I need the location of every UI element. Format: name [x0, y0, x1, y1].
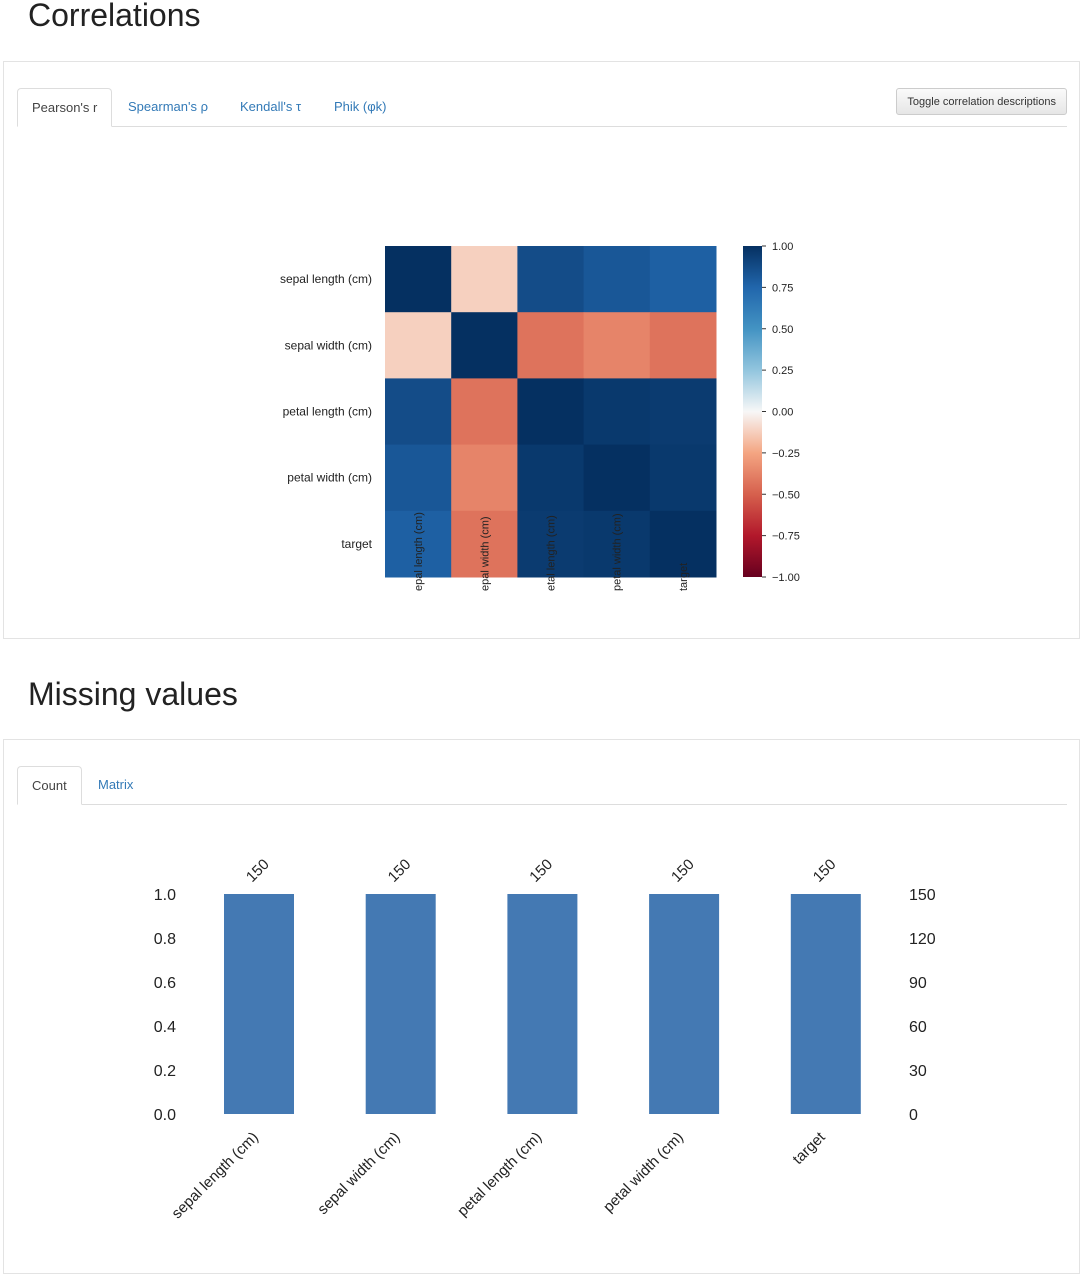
correlations-tab-bar: Pearson's r Spearman's ρ Kendall's τ Phi…	[17, 88, 1067, 127]
heatmap-cell	[517, 378, 585, 446]
missing-count-bar-chart: 0.0 0.2 0.4 0.6 0.8 1.0 0 30 60 90 120 150 150 150 1…	[154, 856, 936, 1222]
heatmap-cell	[385, 246, 452, 313]
bar-left-tick-label: 0.0	[154, 1107, 176, 1124]
heatmap-cell	[385, 444, 452, 512]
bar-data-label: 150	[810, 856, 840, 886]
colorbar-tick-label: 0.75	[772, 282, 793, 294]
colorbar-tick-label: −1.00	[772, 572, 800, 584]
heatmap-row-label: target	[341, 537, 372, 551]
heatmap-cell	[649, 444, 717, 512]
bar-category-label: sepal length (cm)	[168, 1129, 261, 1222]
heatmap-col-label: target	[678, 563, 690, 591]
correlations-panel: Pearson's r Spearman's ρ Kendall's τ Phi…	[3, 61, 1080, 639]
heatmap-row-label: sepal width (cm)	[285, 338, 372, 352]
count-bar	[790, 894, 861, 1114]
bar-right-tick-label: 90	[909, 975, 927, 992]
tab-matrix[interactable]: Matrix	[98, 777, 134, 792]
heatmap-cell	[583, 510, 651, 578]
toggle-correlation-descriptions-button[interactable]: Toggle correlation descriptions	[896, 88, 1067, 115]
heatmap-cell	[385, 510, 452, 578]
bar-data-label: 150	[668, 856, 698, 886]
heatmap-cell	[517, 312, 585, 379]
colorbar-tick-label: 0.00	[772, 407, 793, 419]
bar-right-tick-label: 30	[909, 1063, 927, 1080]
heatmap-cell	[451, 510, 518, 578]
bar-category-label: petal length (cm)	[454, 1129, 545, 1220]
heatmap-cell	[451, 312, 518, 379]
heatmap-cell	[583, 378, 651, 446]
colorbar-tick-label: −0.50	[772, 489, 800, 501]
heatmap-cell	[517, 510, 585, 578]
missing-values-panel: Count Matrix 0.0 0.2 0.4 0.6 0.8 1.0 0 30 60 90 1…	[3, 739, 1080, 1274]
heatmap-cell	[451, 444, 518, 512]
bar-category-label: sepal width (cm)	[314, 1129, 403, 1218]
bar-data-label: 150	[385, 856, 415, 886]
bar-right-tick-label: 150	[909, 887, 936, 904]
heatmap-row-label: petal length (cm)	[283, 405, 372, 419]
bar-category-label: target	[789, 1128, 829, 1168]
heatmap-row-label: sepal length (cm)	[280, 272, 372, 286]
bar-data-label: 150	[243, 856, 273, 886]
heatmap-cell	[583, 246, 651, 313]
heatmap-col-label: epal width (cm)	[479, 516, 491, 591]
bar-left-tick-label: 0.2	[154, 1063, 176, 1080]
colorbar-tick-label: 1.00	[772, 241, 793, 253]
bar-right-tick-label: 120	[909, 931, 936, 948]
count-bar	[649, 894, 720, 1114]
bar-left-tick-label: 1.0	[154, 887, 176, 904]
count-bar	[224, 894, 294, 1114]
colorbar-tick-label: 0.25	[772, 365, 793, 377]
heatmap-col-label: etal length (cm)	[546, 515, 558, 591]
correlation-heatmap: sepal length (cm) sepal width (cm) petal l…	[280, 241, 800, 591]
heatmap-cell	[649, 246, 717, 313]
bar-right-tick-label: 60	[909, 1019, 927, 1036]
tab-pearson[interactable]: Pearson's r	[17, 88, 113, 127]
colorbar-tick-label: 0.50	[772, 324, 793, 336]
missing-values-title: Missing values	[28, 676, 238, 712]
heatmap-cell	[583, 444, 651, 512]
heatmap-cell	[517, 444, 585, 512]
colorbar	[743, 246, 762, 577]
heatmap-cell	[385, 378, 452, 446]
bar-left-tick-label: 0.8	[154, 931, 176, 948]
bar-left-tick-label: 0.6	[154, 975, 176, 992]
tab-phik[interactable]: Phik (φk)	[334, 99, 387, 114]
heatmap-cell	[517, 246, 585, 313]
heatmap-col-label: petal width (cm)	[612, 513, 624, 591]
heatmap-cell	[649, 378, 717, 446]
bar-data-label: 150	[526, 856, 556, 886]
colorbar-tick-label: −0.25	[772, 448, 800, 460]
count-bar	[365, 894, 436, 1114]
heatmap-row-label: petal width (cm)	[287, 471, 372, 485]
heatmap-col-label: epal length (cm)	[413, 512, 425, 591]
tab-count[interactable]: Count	[17, 766, 82, 805]
heatmap-cell	[385, 312, 452, 379]
bar-category-label: petal width (cm)	[600, 1129, 687, 1216]
heatmap-cell	[649, 312, 717, 379]
tab-kendall[interactable]: Kendall's τ	[240, 99, 302, 114]
count-bar	[507, 894, 578, 1114]
heatmap-cell	[451, 378, 518, 446]
tab-spearman[interactable]: Spearman's ρ	[128, 99, 208, 114]
heatmap-cell	[649, 510, 717, 578]
bar-left-tick-label: 0.4	[154, 1019, 176, 1036]
bar-right-tick-label: 0	[909, 1107, 918, 1124]
correlations-title: Correlations	[28, 0, 201, 33]
colorbar-tick-label: −0.75	[772, 531, 800, 543]
heatmap-cell	[583, 312, 651, 379]
missing-tab-bar: Count Matrix	[17, 766, 1067, 805]
heatmap-cell	[451, 246, 518, 313]
